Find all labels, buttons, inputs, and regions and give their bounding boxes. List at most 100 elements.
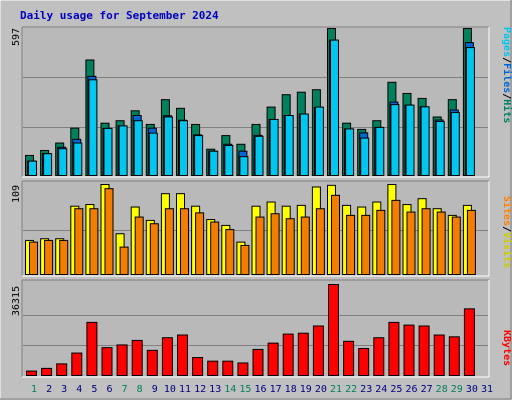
day-label: 31 — [481, 384, 493, 395]
kbytes-bar — [86, 321, 98, 376]
pages-bar — [133, 120, 143, 176]
sites-bar — [406, 211, 416, 276]
kbytes-bar — [433, 334, 445, 376]
hits-max-label: 597 — [11, 28, 22, 46]
kbytes-bar — [463, 308, 475, 376]
kbytes-bar — [388, 321, 400, 376]
sites-bar — [361, 214, 371, 275]
day-label: 9 — [152, 384, 158, 395]
kbytes-bar — [222, 360, 234, 376]
day-label: 11 — [179, 384, 191, 395]
kbytes-bar — [237, 362, 249, 376]
pages-bar — [73, 142, 83, 177]
pages-bar — [103, 127, 113, 177]
kbytes-bar — [26, 370, 37, 376]
sites-bar — [346, 214, 356, 275]
sites-bar — [89, 208, 99, 276]
sites-bar — [331, 194, 340, 275]
sites-bar — [255, 216, 265, 275]
day-label: 23 — [360, 384, 372, 395]
sites-bar — [74, 208, 84, 276]
sites-bar — [44, 239, 54, 275]
hits-axis-label: Pages/Files/Hits — [501, 27, 512, 123]
kbytes-bar — [267, 342, 279, 376]
sites-bar — [210, 221, 220, 275]
pages-bar — [284, 115, 294, 176]
kbytes-bar — [146, 349, 158, 377]
sites-bar — [315, 208, 325, 276]
kbytes-bar — [297, 332, 309, 376]
day-label: 6 — [106, 384, 112, 395]
pages-bar — [43, 153, 53, 176]
pages-bar — [269, 118, 279, 176]
day-label: 27 — [421, 384, 433, 395]
pages-bar — [375, 126, 385, 176]
day-label: 1 — [31, 384, 37, 395]
sites-bar — [391, 199, 401, 275]
sites-bar — [104, 188, 114, 276]
pages-bar — [420, 106, 430, 176]
pages-bar — [148, 132, 158, 176]
pages-bar — [360, 137, 370, 176]
kbytes-bar — [328, 284, 339, 376]
day-label: 16 — [254, 384, 266, 395]
kbytes-bar — [116, 344, 128, 376]
pages-bar — [314, 106, 324, 176]
pages-bar — [209, 150, 219, 176]
day-label: 15 — [239, 384, 251, 395]
kbytes-max-label: 36315 — [11, 286, 22, 316]
pages-bar — [28, 160, 37, 177]
kbytes-bar — [192, 357, 204, 377]
day-labels: 1 2 3 4 5 6 7 8 9 10 11 12 13 14 15 16 17 18 19 20 21 22 23 24 2… — [31, 384, 493, 395]
sites-bar — [466, 209, 476, 275]
pages-bar — [390, 104, 400, 176]
legend-separator: / — [501, 93, 512, 99]
day-label: 22 — [345, 384, 357, 395]
sites-bar — [436, 211, 446, 276]
day-label: 18 — [285, 384, 297, 395]
pages-bar — [330, 39, 339, 176]
day-label: 14 — [224, 384, 236, 395]
day-label: 2 — [46, 384, 52, 395]
day-label: 20 — [315, 384, 327, 395]
day-label: 17 — [270, 384, 282, 395]
day-label: 8 — [137, 384, 143, 395]
pages-bar — [435, 120, 445, 176]
kbytes-bar — [358, 348, 370, 376]
kbytes-bar — [131, 339, 143, 376]
sites-bar — [285, 218, 295, 275]
pages-bar — [194, 135, 204, 176]
sites-bar — [134, 216, 144, 275]
sites-bar — [195, 212, 205, 275]
kbytes-bar — [71, 352, 83, 376]
kbytes-bar — [41, 367, 53, 377]
pages-bar — [405, 104, 415, 176]
sites-bar — [270, 213, 280, 275]
sites-bar — [300, 216, 310, 275]
day-label: 25 — [390, 384, 402, 395]
day-label: 13 — [209, 384, 221, 395]
day-label: 3 — [61, 384, 67, 395]
day-label: 10 — [164, 384, 176, 395]
pages-bar — [465, 47, 475, 176]
kbytes-bar — [343, 340, 355, 376]
sites-bar — [149, 223, 159, 275]
day-label: 24 — [375, 384, 387, 395]
pages-bar — [450, 112, 460, 176]
sites-bar — [225, 229, 235, 275]
kbytes-axis-label: KBytes — [501, 330, 512, 366]
day-label: 26 — [405, 384, 417, 395]
sites-bar — [164, 208, 174, 276]
visits-max-label: 109 — [11, 185, 22, 203]
day-label: 4 — [76, 384, 82, 395]
pages-bar — [118, 125, 128, 177]
kbytes-bar — [448, 336, 460, 376]
sites-legend: Sites — [501, 196, 512, 226]
day-label: 19 — [300, 384, 312, 395]
visits-axis-label: Sites/Visits — [501, 196, 512, 268]
sites-bar — [119, 246, 129, 276]
sites-bar — [376, 209, 386, 275]
pages-bar — [58, 148, 68, 177]
legend-separator: / — [501, 226, 512, 232]
